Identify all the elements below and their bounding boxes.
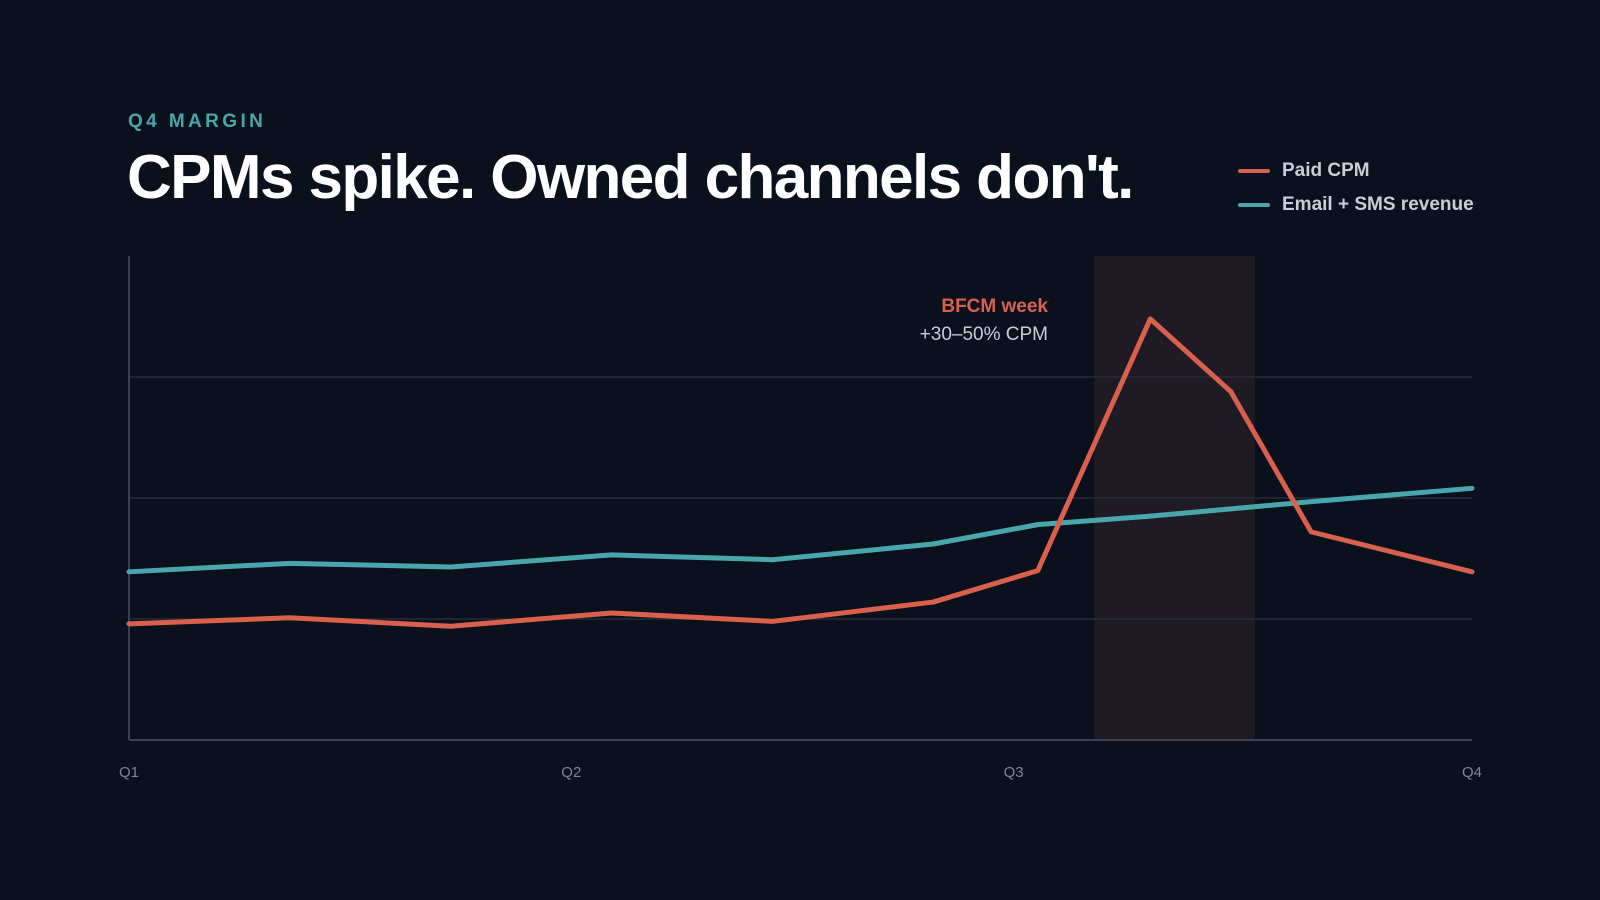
- legend-swatch-paid-cpm: [1238, 169, 1270, 173]
- chart-legend: Paid CPM Email + SMS revenue: [1238, 154, 1474, 222]
- series-line-paid-cpm: [126, 316, 1475, 629]
- legend-swatch-email-sms: [1238, 203, 1270, 207]
- x-tick-label-q2: Q2: [561, 764, 581, 781]
- annotation-title: BFCM week: [941, 296, 1048, 317]
- annotation-subtitle: +30–50% CPM: [920, 324, 1048, 345]
- x-tick-label-q1: Q1: [119, 764, 139, 781]
- legend-label-paid-cpm: Paid CPM: [1282, 160, 1370, 181]
- legend-label-email-sms: Email + SMS revenue: [1282, 194, 1474, 215]
- x-tick-label-q3: Q3: [1004, 764, 1024, 781]
- legend-item-email-sms: Email + SMS revenue: [1238, 188, 1474, 222]
- legend-item-paid-cpm: Paid CPM: [1238, 154, 1474, 188]
- eyebrow-label: Q4 MARGIN: [128, 111, 267, 132]
- page-title: CPMs spike. Owned channels don't.: [127, 143, 1134, 212]
- x-tick-label-q4: Q4: [1462, 764, 1482, 781]
- series-line-email-sms-revenue: [126, 485, 1475, 575]
